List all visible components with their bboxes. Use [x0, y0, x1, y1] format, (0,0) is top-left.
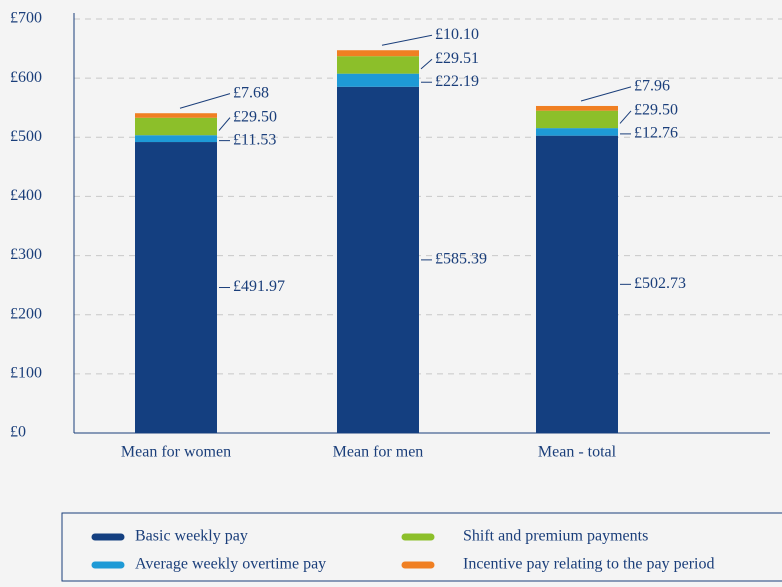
- value-label: £12.76: [634, 125, 678, 142]
- value-label: £29.50: [634, 102, 678, 119]
- bar-segment: [536, 110, 618, 129]
- value-label: £11.53: [233, 131, 276, 148]
- leader-line: [179, 93, 231, 109]
- leader-line: [619, 110, 632, 124]
- value-label: £585.39: [435, 251, 487, 268]
- legend-label: Average weekly overtime pay: [135, 556, 326, 573]
- x-tick-label: Mean - total: [538, 444, 617, 461]
- bar-segment: [337, 73, 419, 87]
- value-label: £502.73: [634, 275, 686, 292]
- value-label: £491.97: [233, 278, 285, 295]
- bar-segment: [135, 135, 217, 143]
- leader-line: [381, 34, 433, 46]
- bar-segment: [135, 142, 217, 433]
- value-label: £10.10: [435, 26, 479, 43]
- bar-segment: [337, 50, 419, 57]
- bar-segment: [337, 56, 419, 74]
- legend-box: [61, 512, 782, 582]
- leader-line: [420, 58, 433, 70]
- value-label: £22.19: [435, 73, 479, 90]
- value-label: £7.96: [634, 78, 670, 95]
- leader-line: [218, 117, 231, 131]
- bar-segment: [536, 128, 618, 136]
- bar-segment: [135, 117, 217, 136]
- y-tick-label: £400: [10, 187, 42, 204]
- leader-line: [580, 86, 632, 102]
- legend-label: Basic weekly pay: [135, 528, 248, 545]
- value-label: £29.50: [233, 108, 277, 125]
- legend-label: Incentive pay relating to the pay period: [463, 556, 714, 573]
- y-tick-label: £500: [10, 128, 42, 145]
- y-tick-label: £0: [10, 424, 26, 441]
- bar-segment: [536, 135, 618, 433]
- bar-segment: [337, 86, 419, 433]
- bar-segment: [135, 113, 217, 118]
- value-label: £29.51: [435, 50, 479, 67]
- x-tick-label: Mean for women: [121, 444, 231, 461]
- y-tick-label: £700: [10, 10, 42, 27]
- bar-segment: [536, 105, 618, 111]
- y-tick-label: £200: [10, 305, 42, 322]
- x-tick-label: Mean for men: [333, 444, 424, 461]
- legend-label: Shift and premium payments: [463, 528, 648, 545]
- y-tick-label: £300: [10, 246, 42, 263]
- y-tick-label: £600: [10, 69, 42, 86]
- y-tick-label: £100: [10, 365, 42, 382]
- value-label: £7.68: [233, 84, 269, 101]
